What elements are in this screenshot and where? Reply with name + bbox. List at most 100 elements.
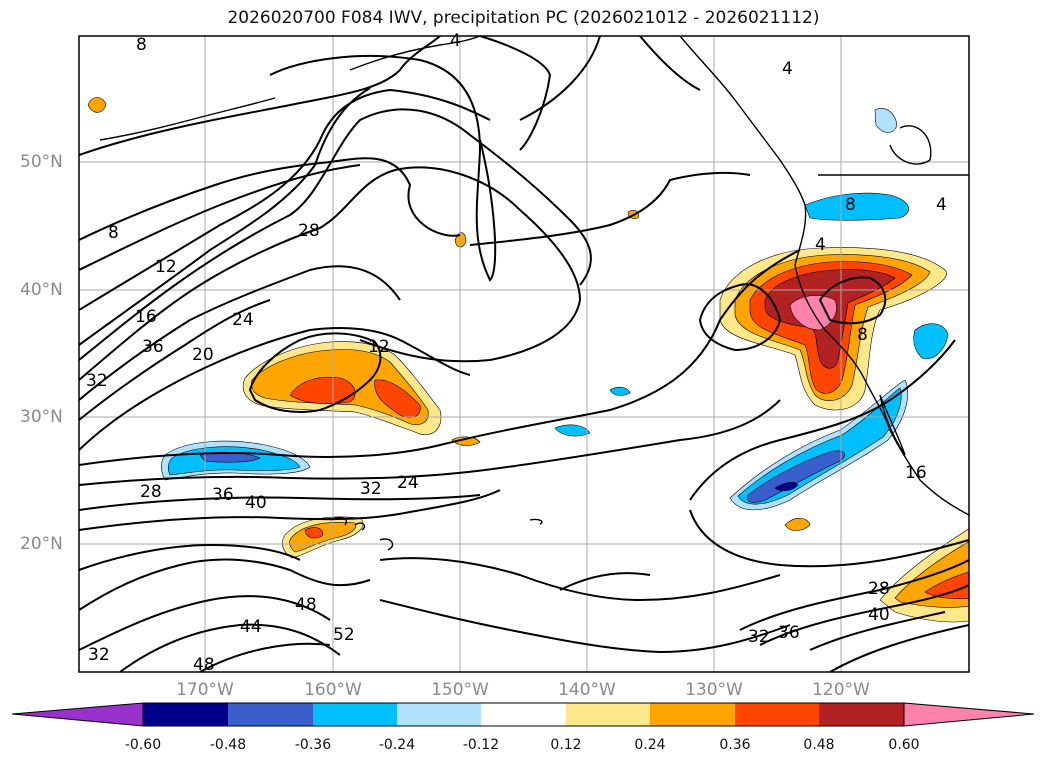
coastline-hawaii [329,516,394,551]
contour-line [698,283,782,352]
contour-line [809,611,946,651]
graticule [79,36,969,672]
contour-label: 48 [193,655,215,675]
contour-line [79,108,592,361]
colorbar-tick-label: -0.36 [294,737,332,753]
colorbar-frame [142,702,905,727]
contour-label: 40 [868,605,890,625]
contour-label: 36 [778,623,800,643]
contour-label: 44 [240,617,262,637]
contour-label: 4 [815,235,826,255]
contour-label: 8 [108,223,119,243]
coastline-aleutians [99,97,276,141]
contour-line [79,299,271,421]
contour-label: 16 [905,463,927,483]
coastline-alaska [349,36,481,71]
contour-label: 8 [136,35,147,55]
precip-blob-5 [609,386,631,396]
contour-line [519,36,601,121]
iwv-contours [79,36,969,672]
contour-label: 32 [86,371,108,391]
precip-patch-neg-north [804,192,909,221]
contour-line [79,595,331,651]
contour-label: 12 [155,257,177,277]
contour-label: 32 [360,479,382,499]
contour-label: 24 [232,310,254,330]
colorbar-segment [228,703,313,726]
contour-line [79,157,461,241]
precip-patch-neg-nevada [913,323,949,360]
contour-label: 28 [298,221,320,241]
colorbar [11,702,1035,727]
lon-label-160w: 160°W [304,680,362,700]
contour-label: 24 [397,473,419,493]
contour-line [79,88,491,311]
contour-line [248,332,382,413]
contour-line [379,557,781,602]
contour-line [79,494,481,511]
contour-label: 52 [333,625,355,645]
contour-line [479,36,552,151]
colorbar-segment [566,703,650,726]
lon-label-150w: 150°W [431,680,489,700]
contour-label: 28 [140,482,162,502]
colorbar-tick-label: -0.12 [462,737,500,753]
contour-label: 4 [782,59,793,79]
contour-line [79,249,801,466]
coastline-baja [879,394,906,456]
lat-label-20: 20°N [20,534,63,554]
contour-line [79,164,361,271]
contour-label: 32 [88,645,110,665]
contour-label: 20 [192,345,214,365]
colorbar-segment [735,703,819,726]
contour-line [639,36,701,91]
coastline-islands [529,125,932,525]
contour-labels: 8 4 4 8 12 16 20 24 28 36 32 12 4 4 8 8 … [86,31,947,675]
lon-label-130w: 130°W [685,680,743,700]
contour-label: 40 [245,493,267,513]
contour-line [689,339,956,501]
colorbar-tick-label: 0.48 [803,737,835,753]
contour-line [79,327,471,451]
precip-patch-neg-east-navy [774,481,799,492]
contour-label: 4 [450,31,461,51]
contour-label: 36 [212,485,234,505]
colorbar-segment [397,703,481,726]
colorbar-tick-label: -0.24 [378,737,416,753]
precip-patch-neg-canada [874,108,898,133]
lat-label-50: 50°N [20,152,63,172]
colorbar-segment [650,703,735,726]
colorbar-segment [143,703,228,726]
contour-label: 28 [868,579,890,599]
contour-line [689,509,969,568]
precip-blob-4 [554,424,591,437]
colorbar-segment [819,703,904,726]
coastlines [99,36,969,551]
lon-label-120w: 120°W [812,680,870,700]
colorbar-tick-label: 0.60 [888,737,920,753]
colorbar-tick-label: -0.60 [124,737,162,753]
map-frame [78,35,970,673]
contour-line [829,624,969,672]
contour-label: 32 [748,627,770,647]
lon-label-140w: 140°W [558,680,616,700]
lat-label-40: 40°N [20,280,63,300]
map-title: 2026020700 F084 IWV, precipitation PC (2… [227,8,820,28]
colorbar-segment [313,703,397,726]
colorbar-tick-label: -0.48 [209,737,247,753]
contour-line [79,399,781,486]
lon-label-170w: 170°W [176,680,234,700]
contour-line [269,55,497,282]
colorbar-segment [481,703,566,726]
precip-patch-central-red [289,376,356,405]
contour-label: 48 [295,595,317,615]
lat-label-30: 30°N [20,407,63,427]
contour-line [79,543,301,571]
coastline-north-america [679,36,969,516]
colorbar-extend-max [903,702,1035,727]
contour-line [739,559,969,631]
contour-line [79,558,371,611]
contour-line [199,642,331,672]
contour-line [79,87,371,346]
